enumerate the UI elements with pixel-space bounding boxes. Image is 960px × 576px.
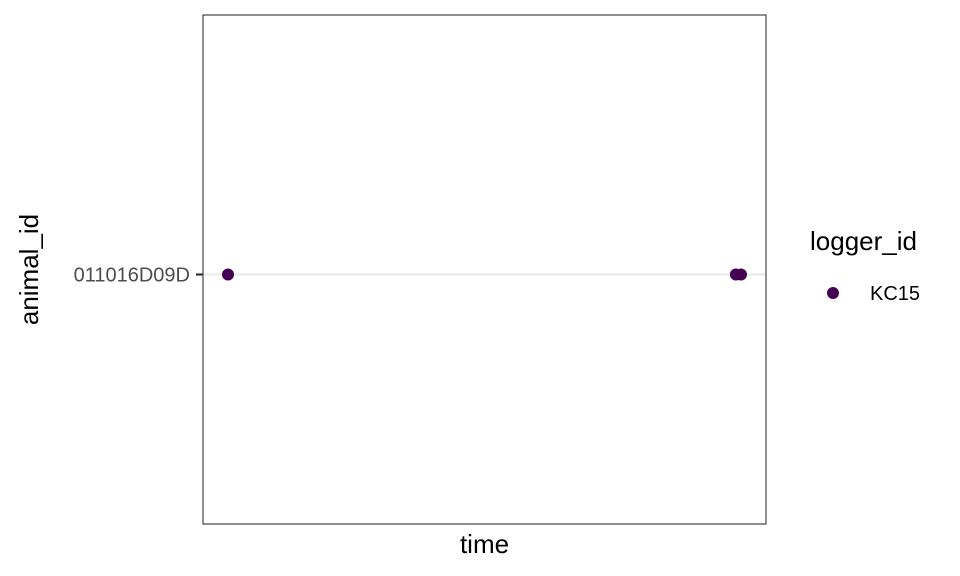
- panel-background: [203, 15, 766, 524]
- y-tick-label: 011016D09D: [74, 265, 190, 287]
- legend: logger_id KC15: [810, 226, 920, 305]
- panel-border: [202, 14, 767, 525]
- legend-label: KC15: [870, 283, 920, 305]
- data-point: [222, 268, 234, 281]
- legend-key: [827, 287, 839, 299]
- plot-panel: [202, 14, 767, 525]
- legend-entries: KC15: [827, 283, 920, 305]
- legend-title: logger_id: [810, 226, 917, 256]
- x-axis-title: time: [460, 529, 509, 559]
- data-points: [222, 268, 747, 281]
- data-point: [735, 268, 747, 281]
- y-axis-ticks: 011016D09D: [74, 265, 203, 287]
- y-axis-title: animal_id: [14, 214, 44, 325]
